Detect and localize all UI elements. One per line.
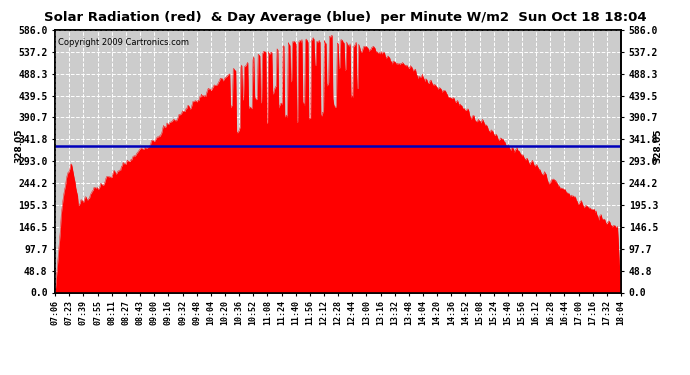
Text: 328.05: 328.05 — [653, 128, 662, 163]
Text: Solar Radiation (red)  & Day Average (blue)  per Minute W/m2  Sun Oct 18 18:04: Solar Radiation (red) & Day Average (blu… — [43, 11, 647, 24]
Text: Copyright 2009 Cartronics.com: Copyright 2009 Cartronics.com — [58, 38, 189, 47]
Text: 328.05: 328.05 — [14, 128, 23, 163]
